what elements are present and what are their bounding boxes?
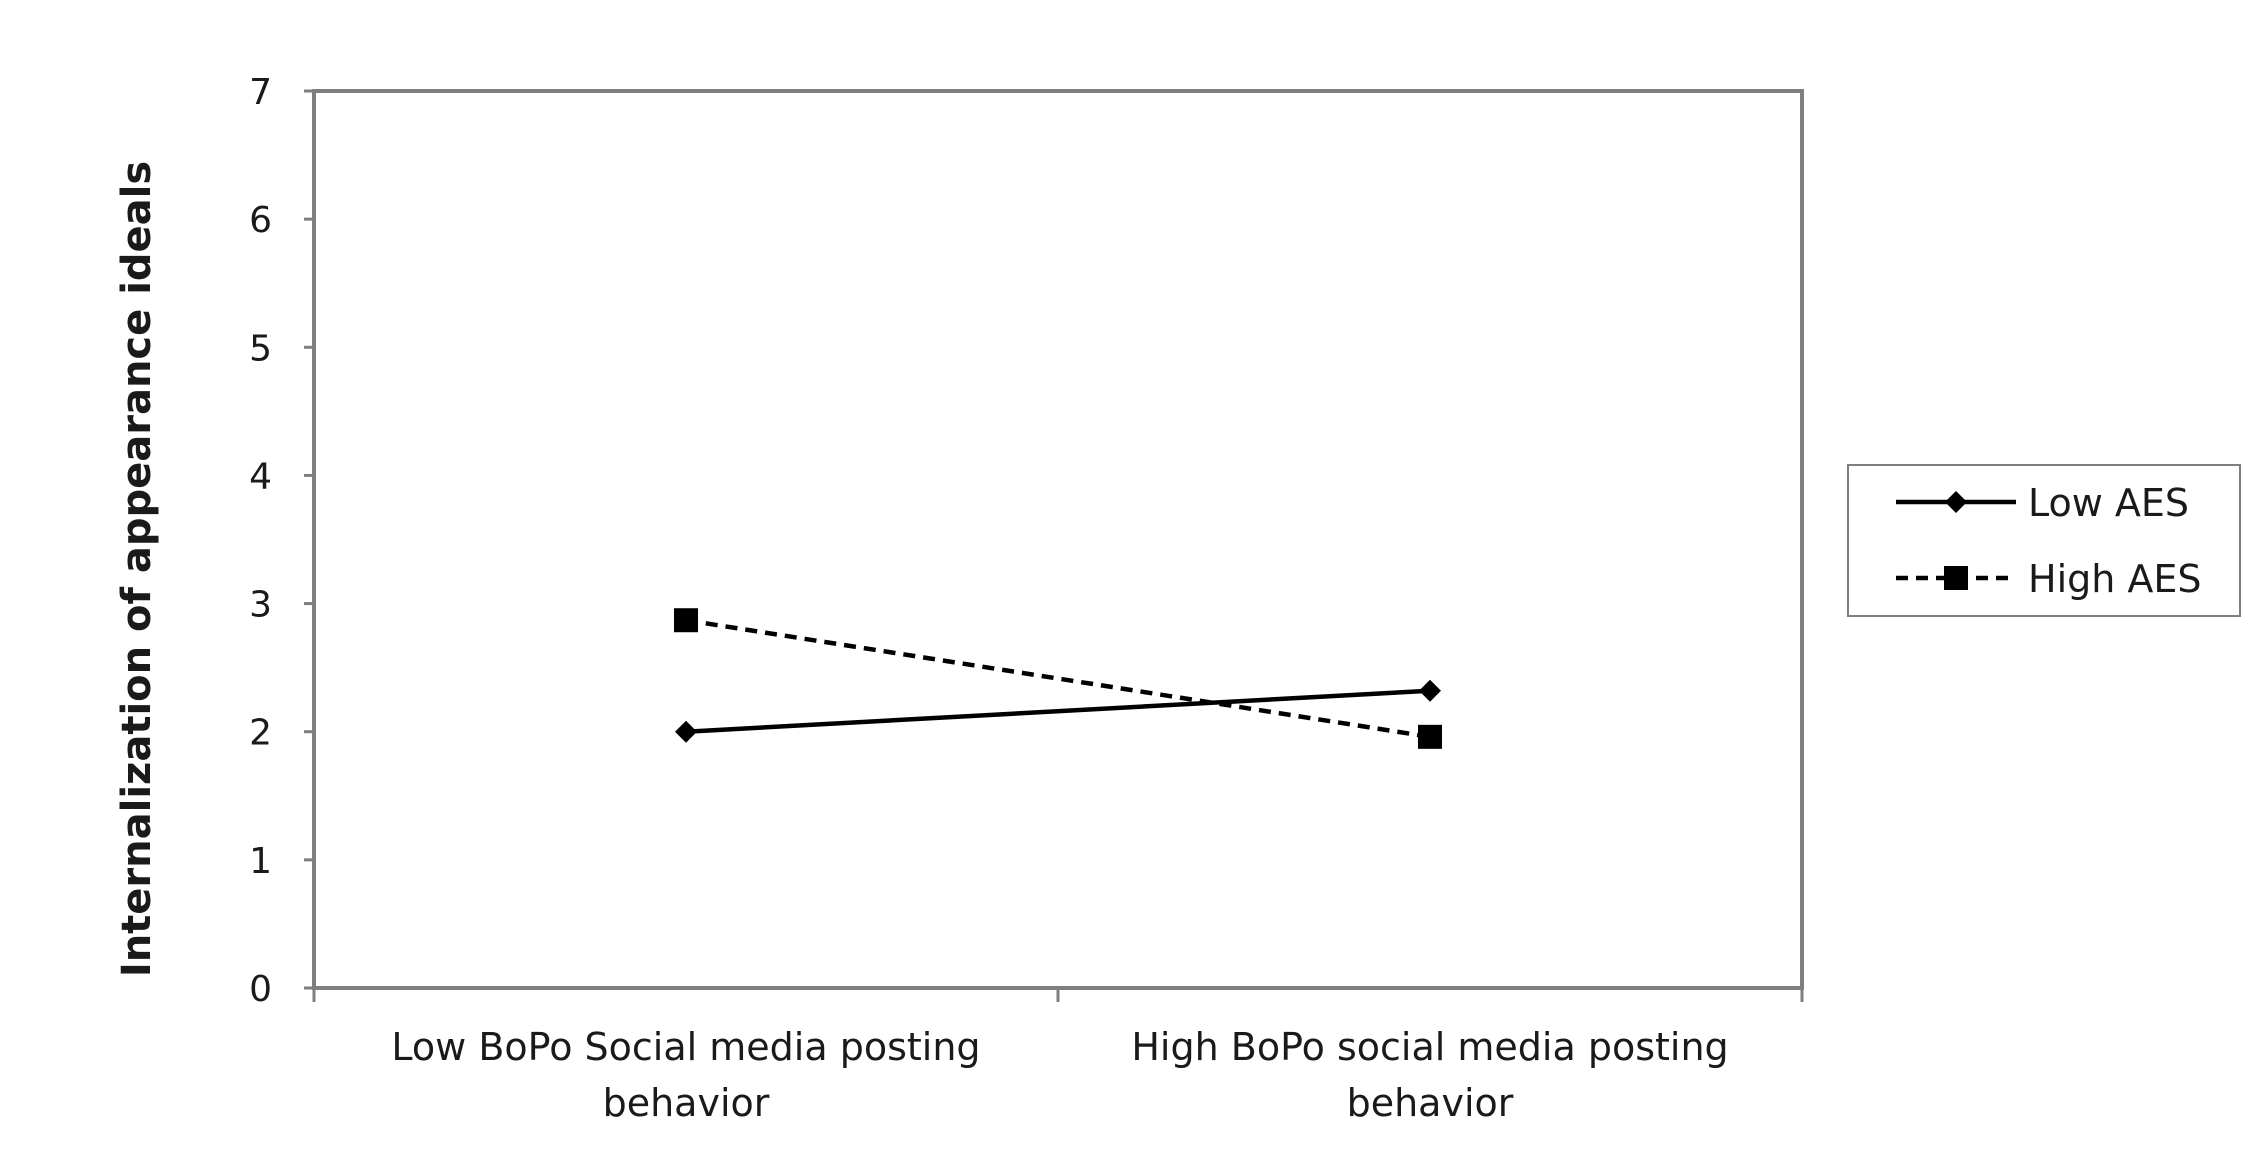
series-line bbox=[685, 618, 1431, 740]
legend-marker bbox=[1944, 566, 1968, 590]
y-tick-label: 0 bbox=[249, 969, 272, 1010]
y-tick-label: 5 bbox=[249, 328, 272, 369]
x-category-label-line: behavior bbox=[1347, 1081, 1514, 1125]
legend-label: High AES bbox=[2028, 557, 2202, 601]
y-tick-label: 2 bbox=[249, 713, 272, 754]
y-tick-label: 6 bbox=[249, 200, 272, 241]
x-category-label-line: behavior bbox=[603, 1081, 770, 1125]
legend-marker bbox=[1945, 491, 1967, 513]
legend-box bbox=[1847, 464, 2241, 617]
series-0 bbox=[675, 679, 1441, 743]
data-point bbox=[1419, 679, 1441, 702]
x-category-label-line: Low BoPo Social media posting bbox=[391, 1025, 980, 1069]
y-tick-label: 3 bbox=[249, 585, 272, 626]
legend-item: High AES bbox=[1896, 557, 2202, 601]
y-tick-label: 7 bbox=[249, 72, 272, 113]
data-point bbox=[675, 720, 697, 743]
x-category-label: Low BoPo Social media posting behavior bbox=[391, 1025, 980, 1125]
legend-label: Low AES bbox=[2028, 481, 2189, 525]
series-line bbox=[685, 688, 1431, 734]
data-point bbox=[674, 608, 698, 633]
y-tick-label: 4 bbox=[249, 456, 272, 497]
axes: 0 1 2 3 4 5 6 7 Low BoPo Social media posting beh… bbox=[249, 72, 1804, 1125]
plot-area bbox=[312, 89, 1804, 990]
series bbox=[674, 608, 1442, 749]
x-category-label: High BoPo social media posting behavior bbox=[1131, 1025, 1728, 1125]
series-1 bbox=[674, 608, 1442, 749]
x-category-label-line: High BoPo social media posting bbox=[1131, 1025, 1728, 1069]
data-point bbox=[1418, 724, 1442, 749]
legend-item: Low AES bbox=[1896, 481, 2189, 525]
y-axis-title: Internalization of appearance ideals bbox=[114, 161, 160, 977]
y-tick-label: 1 bbox=[249, 841, 272, 882]
legend: Low AES High AES bbox=[1847, 464, 2241, 617]
